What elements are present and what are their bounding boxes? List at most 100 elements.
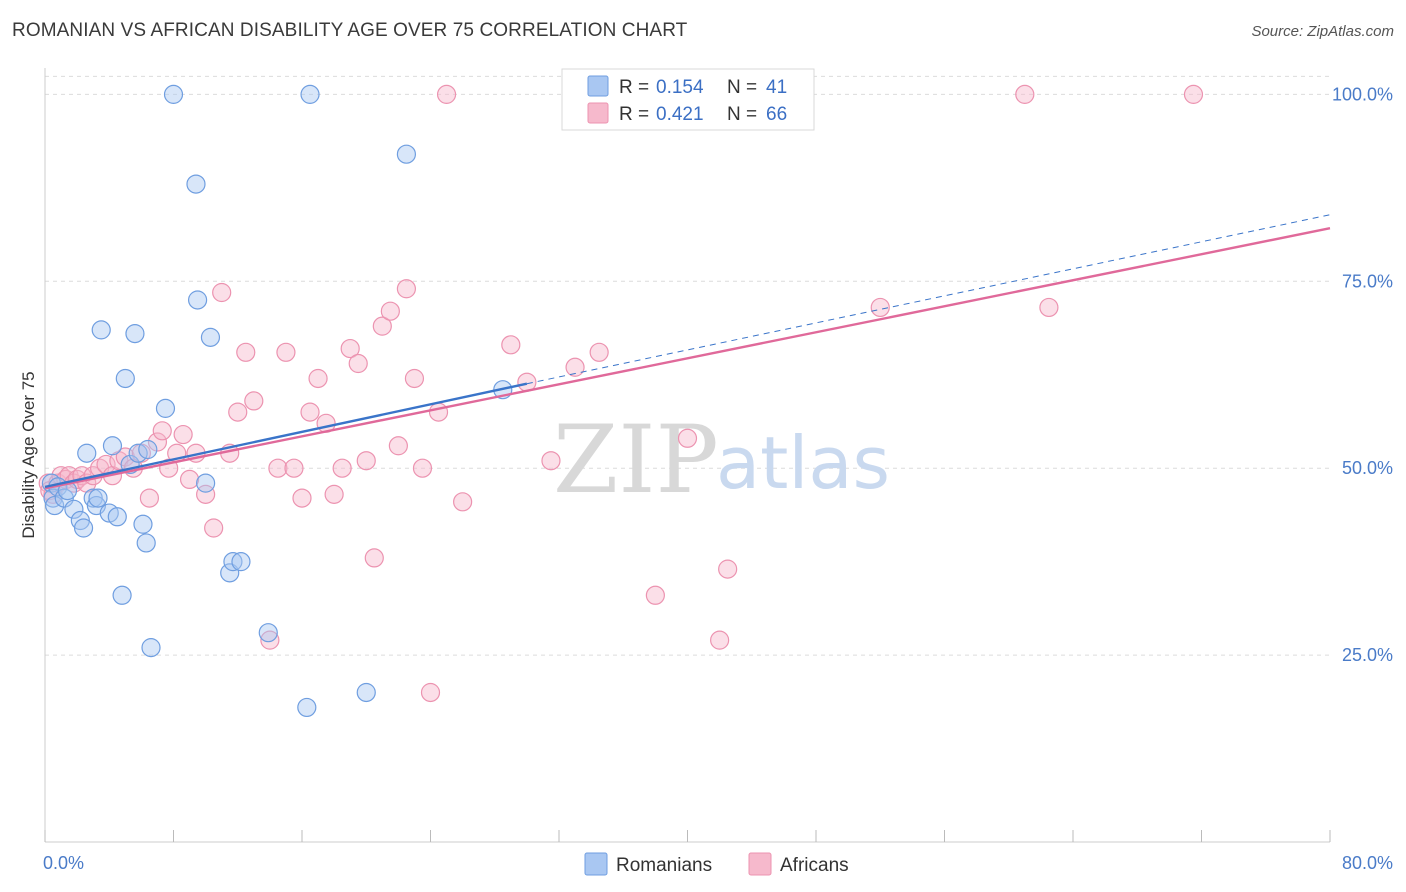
romanian-point [91, 320, 111, 340]
chart-title: ROMANIAN VS AFRICAN DISABILITY AGE OVER … [12, 20, 688, 41]
watermark: ZIP atlas [553, 406, 890, 515]
romanian-point [258, 623, 278, 643]
african-point [276, 342, 296, 362]
correlation-legend: R = 0.154 N = 41 R = 0.421 N = 66 [561, 68, 815, 131]
legend-african-swatch [587, 102, 609, 124]
african-point [204, 518, 224, 538]
african-point [404, 368, 425, 389]
legend-romanian-r-label: R = [619, 77, 649, 98]
african-point [284, 458, 304, 478]
y-tick-label: 75.0% [1342, 271, 1393, 291]
african-point [268, 458, 288, 478]
african-point [212, 282, 232, 303]
romanian-point [77, 443, 97, 463]
african-point [228, 402, 248, 422]
african-trend-line [44, 227, 1331, 490]
african-point [1015, 84, 1035, 104]
african-point [139, 488, 160, 508]
african-point [152, 421, 172, 441]
x-tick-label-min: 0.0% [43, 853, 84, 873]
african-point [236, 342, 256, 362]
legend-african-r-value: 0.421 [656, 104, 704, 125]
trend-layer [44, 214, 1331, 490]
african-point [718, 559, 738, 579]
romanian-point [138, 439, 158, 460]
romanian-trend-line [44, 382, 528, 489]
african-point [501, 335, 521, 355]
african-point [677, 428, 698, 448]
romanian-point [136, 533, 156, 553]
legend-romanian-n-value: 41 [766, 77, 787, 98]
african-point [541, 451, 561, 471]
romanian-point [73, 518, 94, 538]
romanian-point [107, 507, 127, 527]
african-point [870, 297, 890, 318]
african-point [332, 458, 352, 478]
african-point [340, 338, 360, 359]
watermark-atlas: atlas [716, 421, 890, 505]
african-point [396, 279, 417, 299]
axis-layer: 0.0% 80.0% [43, 68, 1393, 873]
bottom-legend-african-label: Africans [780, 855, 849, 876]
bottom-legend-african-swatch [748, 852, 772, 876]
african-point [147, 432, 168, 452]
romanian-point [128, 443, 148, 463]
romanian-point [155, 398, 176, 418]
romanian-point [187, 290, 208, 310]
african-point [565, 357, 585, 377]
romanian-trend-extension [526, 214, 1331, 385]
romanian-point [297, 697, 317, 718]
african-point [292, 488, 312, 508]
series-legend: Romanians Africans [584, 852, 849, 876]
african-point [173, 424, 193, 445]
grid-layer: 25.0% 50.0% 75.0% 100.0% [45, 75, 1393, 665]
african-point [324, 484, 344, 504]
legend-african-n-value: 66 [766, 104, 787, 125]
y-axis-label: Disability Age Over 75 [19, 371, 38, 538]
african-point [179, 469, 200, 490]
romanian-point [223, 552, 243, 572]
romanian-point [300, 84, 320, 104]
y-tick-label: 25.0% [1342, 645, 1393, 665]
romanian-point [102, 436, 123, 456]
romanian-point [115, 368, 135, 389]
romanian-point [112, 585, 132, 605]
romanian-point [88, 488, 108, 508]
watermark-zip: ZIP [553, 406, 719, 515]
african-point [308, 368, 328, 389]
bottom-legend-romanian-swatch [584, 852, 608, 876]
legend-african-r-label: R = [619, 104, 649, 125]
romanian-point [64, 499, 84, 519]
chart-source: Source: ZipAtlas.com [1251, 23, 1394, 40]
african-point [244, 391, 264, 411]
romanian-point [396, 144, 417, 164]
romanian-point [356, 682, 376, 703]
african-point [196, 484, 216, 504]
romanian-point [231, 552, 251, 572]
legend-romanian-r-value: 0.154 [656, 77, 704, 98]
african-point [436, 84, 457, 104]
african-point [428, 402, 449, 422]
romanian-point [45, 495, 65, 516]
african-point [380, 301, 400, 321]
african-point [388, 436, 408, 456]
african-point [364, 548, 384, 568]
romanian-point [133, 514, 153, 534]
points-layer [38, 84, 1204, 718]
romanian-point [125, 324, 145, 344]
african-point [300, 402, 320, 422]
legend-romanian-swatch [587, 75, 609, 97]
romanian-point [163, 84, 184, 104]
african-point [645, 585, 665, 605]
romanian-point [196, 473, 216, 493]
x-tick-label-max: 80.0% [1342, 853, 1393, 873]
legend-african-n-label: N = [727, 104, 757, 125]
african-point [412, 458, 433, 478]
african-point [1183, 84, 1204, 104]
african-point [1039, 297, 1059, 318]
african-point [372, 316, 392, 336]
african-point [589, 342, 609, 362]
african-point [260, 630, 280, 650]
legend-romanian-n-label: N = [727, 77, 757, 98]
